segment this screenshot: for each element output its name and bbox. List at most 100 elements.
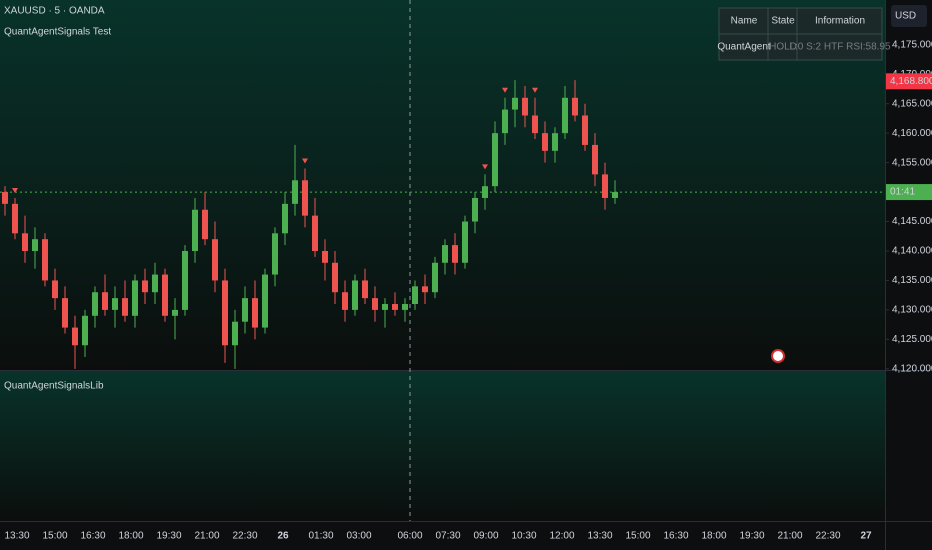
- candle-body: [412, 286, 418, 305]
- countdown: 01:41: [890, 187, 915, 198]
- x-tick-label: 26: [277, 531, 289, 542]
- table-header: Information: [815, 16, 865, 27]
- candle-body: [482, 186, 488, 198]
- table-header: Name: [731, 16, 758, 27]
- x-tick-label: 19:30: [156, 531, 181, 542]
- candle-body: [152, 274, 158, 293]
- sell-signal: [532, 87, 538, 93]
- candle-body: [502, 109, 508, 134]
- candle-body: [452, 245, 458, 263]
- x-tick-label: 18:00: [701, 531, 726, 542]
- candle-body: [362, 280, 368, 299]
- candle-body: [492, 133, 498, 187]
- candle-body: [542, 133, 548, 151]
- candle-body: [612, 192, 618, 198]
- candle-body: [142, 280, 148, 293]
- x-tick-label: 15:00: [42, 531, 67, 542]
- candle-body: [42, 239, 48, 281]
- info-table: Name State Information QuantAgent HOLD L…: [717, 7, 891, 61]
- x-tick-label: 07:30: [435, 531, 460, 542]
- table-cell: L:0 S:2 HTF RSI:58.95: [789, 42, 891, 53]
- x-tick-label: 06:00: [397, 531, 422, 542]
- high-marker-bg: [886, 73, 932, 90]
- y-tick-label: 4,155.000: [892, 157, 932, 168]
- candle-body: [582, 115, 588, 145]
- candle-body: [382, 304, 388, 310]
- candle-body: [52, 280, 58, 299]
- candle-body: [342, 292, 348, 310]
- candle-body: [82, 315, 88, 346]
- table-cell: QuantAgent: [717, 42, 771, 53]
- x-tick-label: 15:00: [625, 531, 650, 542]
- y-tick-label: 4,175.000: [892, 39, 932, 50]
- x-tick-label: 12:00: [549, 531, 574, 542]
- candle-body: [92, 292, 98, 316]
- x-tick-label: 22:30: [815, 531, 840, 542]
- candle-body: [372, 298, 378, 310]
- candle-body: [532, 115, 538, 134]
- lower-pane-name: QuantAgentSignalsLib: [4, 381, 104, 392]
- candle-body: [422, 286, 428, 293]
- candle-body: [282, 203, 288, 234]
- x-tick-label: 21:00: [194, 531, 219, 542]
- candle-body: [12, 203, 18, 234]
- candle-body: [162, 274, 168, 316]
- candle-body: [512, 97, 518, 110]
- price-axis: [885, 0, 932, 550]
- x-tick-label: 27: [860, 531, 872, 542]
- x-tick-label: 09:00: [473, 531, 498, 542]
- candle-body: [72, 327, 78, 346]
- x-tick-label: 16:30: [663, 531, 688, 542]
- currency[interactable]: USD: [895, 11, 916, 22]
- candle-body: [562, 97, 568, 134]
- candle-body: [462, 221, 468, 263]
- indicator-name: QuantAgentSignals Test: [4, 27, 111, 38]
- x-tick-label: 16:30: [80, 531, 105, 542]
- candle-body: [272, 233, 278, 275]
- candle-body: [302, 180, 308, 216]
- x-tick-label: 10:30: [511, 531, 536, 542]
- y-tick-label: 4,165.000: [892, 98, 932, 109]
- candle-body: [202, 209, 208, 240]
- candle-body: [392, 304, 398, 310]
- candle-body: [252, 298, 258, 328]
- sell-signal: [302, 158, 308, 164]
- candle-body: [222, 280, 228, 346]
- event-flag[interactable]: [771, 349, 785, 363]
- last-price-bg: [886, 184, 932, 201]
- table-cell: HOLD: [769, 42, 797, 53]
- x-tick-label: 18:00: [118, 531, 143, 542]
- y-tick-label: 4,120.000: [892, 363, 932, 374]
- high-marker-label: 4,168.800: [890, 76, 932, 87]
- candle-body: [32, 239, 38, 251]
- candle-body: [312, 215, 318, 251]
- x-tick-label: 22:30: [232, 531, 257, 542]
- y-tick-label: 4,160.000: [892, 128, 932, 139]
- sell-signal: [482, 164, 488, 170]
- candle-body: [322, 250, 328, 263]
- candle-body: [432, 262, 438, 293]
- x-tick-label: 21:00: [777, 531, 802, 542]
- candle-body: [232, 321, 238, 346]
- candle-body: [602, 174, 608, 198]
- x-tick-label: 03:00: [346, 531, 371, 542]
- currency-button[interactable]: [891, 5, 927, 27]
- x-tick-label: 19:30: [739, 531, 764, 542]
- y-tick-label: 4,130.000: [892, 305, 932, 316]
- candle-body: [292, 180, 298, 204]
- candle-body: [112, 298, 118, 310]
- candle-body: [442, 245, 448, 263]
- sell-signal: [12, 187, 18, 193]
- candle-body: [122, 298, 128, 316]
- candle-body: [552, 133, 558, 151]
- candle-body: [332, 262, 338, 293]
- candle-body: [182, 250, 188, 310]
- candle-body: [352, 280, 358, 310]
- candle-body: [102, 292, 108, 310]
- candle-body: [22, 233, 28, 251]
- x-tick-label: 13:30: [4, 531, 29, 542]
- candle-body: [592, 144, 598, 175]
- table-header: State: [771, 16, 795, 27]
- candle-body: [572, 97, 578, 116]
